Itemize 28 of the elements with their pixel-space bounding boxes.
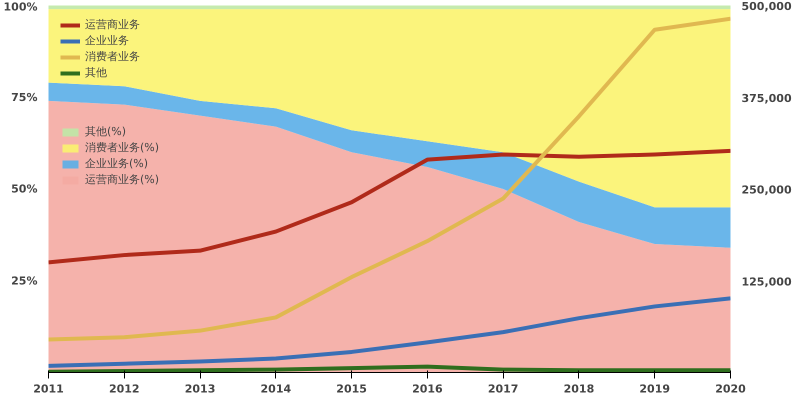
x-tick-label: 2016 — [412, 382, 444, 395]
y-tick-label: 25% — [11, 274, 38, 288]
x-tick-label: 2011 — [33, 382, 64, 395]
legend-label: 消费者业务(%) — [85, 140, 160, 155]
x-tick-label: 2017 — [488, 382, 518, 395]
legend-label: 运营商业务(%) — [85, 172, 160, 187]
legend-label: 企业业务(%) — [85, 156, 148, 171]
y2-tick-label: 375,000 — [742, 92, 792, 105]
line-series — [48, 296, 730, 368]
y-tick-label: 75% — [11, 90, 38, 104]
x-tick-label: 2020 — [715, 382, 746, 395]
y2-tick-label: 250,000 — [742, 184, 792, 196]
legend-label: 其他(%) — [85, 124, 126, 139]
y2-tick-label: 500,000 — [742, 0, 792, 13]
x-tick-label: 2014 — [260, 382, 292, 395]
legend-label: 运营商业务 — [85, 17, 140, 32]
x-tick-label: 2019 — [639, 382, 670, 395]
x-tick-label: 2015 — [336, 382, 367, 395]
y-tick-label: 50% — [11, 182, 38, 196]
legend-label: 企业业务 — [85, 33, 129, 48]
line-series — [48, 16, 730, 342]
x-tick-label: 2018 — [564, 382, 594, 395]
legend-label: 其他 — [85, 65, 107, 80]
y-tick-label: 100% — [4, 0, 38, 14]
x-tick-label: 2012 — [108, 382, 140, 395]
legend-label: 消费者业务 — [85, 49, 140, 64]
y2-tick-label: 125,000 — [742, 275, 792, 288]
x-tick-label: 2013 — [184, 382, 216, 395]
